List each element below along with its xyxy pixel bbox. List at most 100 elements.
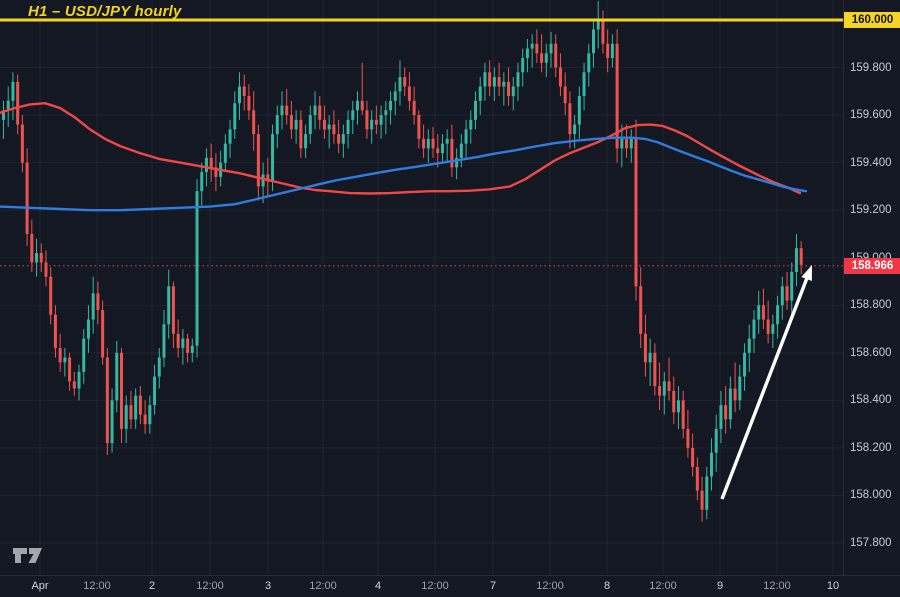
candle-body bbox=[497, 77, 501, 87]
time-tick-label: 9 bbox=[716, 580, 724, 592]
candle-body bbox=[53, 314, 57, 349]
candle-body bbox=[214, 167, 218, 177]
candle-body bbox=[200, 172, 204, 192]
candle-body bbox=[77, 371, 81, 389]
candle-body bbox=[790, 271, 794, 301]
candle-body bbox=[162, 324, 166, 358]
candle-wick bbox=[503, 72, 505, 106]
candle-body bbox=[403, 77, 407, 87]
candle-body bbox=[743, 352, 747, 377]
candle-body bbox=[11, 81, 15, 101]
candle-body bbox=[304, 134, 308, 149]
candle-body bbox=[49, 276, 53, 315]
candle-body bbox=[544, 53, 548, 63]
candle-body bbox=[554, 43, 558, 68]
candle-body bbox=[676, 400, 680, 413]
candle-body bbox=[209, 157, 213, 168]
candle-body bbox=[662, 381, 666, 396]
candle-body bbox=[483, 72, 487, 87]
candle-body bbox=[129, 405, 133, 420]
candle-body bbox=[134, 395, 138, 420]
tradingview-logo[interactable] bbox=[12, 543, 48, 567]
candlestick-chart[interactable] bbox=[0, 0, 843, 575]
candle-body bbox=[794, 248, 798, 272]
price-tick-label: 158.400 bbox=[850, 394, 892, 407]
candle-body bbox=[30, 233, 34, 263]
candle-body bbox=[540, 53, 544, 63]
candle-body bbox=[223, 143, 227, 163]
candle-body bbox=[728, 388, 732, 420]
candle-body bbox=[592, 29, 595, 54]
candle-body bbox=[186, 338, 190, 353]
candle-body bbox=[105, 357, 109, 444]
candle-body bbox=[606, 43, 610, 59]
candle-body bbox=[587, 53, 591, 73]
candle-body bbox=[431, 138, 435, 149]
candle-body bbox=[785, 286, 789, 301]
candle-wick bbox=[64, 348, 66, 377]
candle-body bbox=[610, 43, 614, 59]
candle-body bbox=[601, 20, 605, 44]
candle-body bbox=[686, 428, 690, 448]
candle-body bbox=[474, 100, 477, 120]
candle-body bbox=[440, 143, 444, 154]
candle-body bbox=[563, 86, 567, 104]
candle-body bbox=[714, 428, 718, 453]
candle-body bbox=[275, 115, 279, 135]
logo-shape-7 bbox=[28, 548, 42, 563]
candle-body bbox=[153, 376, 157, 406]
candle-body bbox=[252, 110, 256, 135]
candle-body bbox=[757, 305, 761, 320]
price-axis[interactable]: 159.800159.600159.400159.200159.000158.8… bbox=[843, 0, 900, 575]
candle-body bbox=[549, 43, 553, 54]
candle-wick bbox=[385, 100, 387, 135]
candle-body bbox=[525, 48, 529, 59]
candle-body bbox=[261, 174, 265, 187]
candle-body bbox=[280, 105, 284, 116]
candle-body bbox=[615, 43, 619, 149]
candle-body bbox=[228, 129, 232, 144]
candle-body bbox=[157, 357, 161, 377]
price-tick-label: 159.800 bbox=[850, 61, 892, 74]
candle-body bbox=[190, 345, 194, 353]
candle-body bbox=[596, 20, 600, 30]
candle-body bbox=[289, 115, 293, 130]
candle-body bbox=[672, 390, 676, 413]
candle-body bbox=[450, 138, 454, 168]
candle-body bbox=[294, 119, 298, 130]
candle-body bbox=[365, 110, 369, 130]
last-price-badge[interactable]: 158.966 bbox=[844, 257, 900, 274]
candle-body bbox=[629, 138, 633, 149]
trend-arrow-line[interactable] bbox=[720, 272, 811, 500]
time-tick-label: 12:00 bbox=[421, 580, 449, 592]
candle-body bbox=[455, 157, 459, 168]
candle-wick bbox=[446, 129, 448, 163]
candle-body bbox=[2, 110, 5, 120]
candle-body bbox=[341, 134, 345, 144]
price-tick-label: 159.600 bbox=[850, 109, 892, 122]
yellow-level-price-badge[interactable]: 160.000 bbox=[844, 12, 900, 28]
candle-body bbox=[247, 96, 251, 111]
candle-body bbox=[86, 319, 90, 339]
candle-body bbox=[68, 357, 72, 382]
time-axis[interactable]: Apr 12:00 2 12:00 3 12:00 4 12:00 7 12:00 8 12:00 9 1… bbox=[0, 575, 900, 597]
time-tick-label: 12:00 bbox=[763, 580, 791, 592]
time-tick-label: 12:00 bbox=[649, 580, 677, 592]
candle-body bbox=[148, 405, 152, 425]
candle-body bbox=[346, 119, 350, 135]
candle-body bbox=[436, 148, 440, 154]
candle-body bbox=[16, 81, 20, 125]
candle-body bbox=[625, 138, 629, 149]
candle-body bbox=[6, 100, 10, 111]
time-tick-label: 7 bbox=[489, 580, 497, 592]
candle-body bbox=[766, 319, 770, 334]
candle-body bbox=[776, 305, 780, 325]
candle-body bbox=[72, 381, 76, 389]
candle-body bbox=[620, 138, 624, 149]
time-tick-label: 12:00 bbox=[83, 580, 111, 592]
moving-average-red-line bbox=[0, 101, 802, 195]
candle-body bbox=[82, 338, 86, 372]
candle-body bbox=[120, 352, 123, 429]
candle-body bbox=[63, 357, 67, 363]
